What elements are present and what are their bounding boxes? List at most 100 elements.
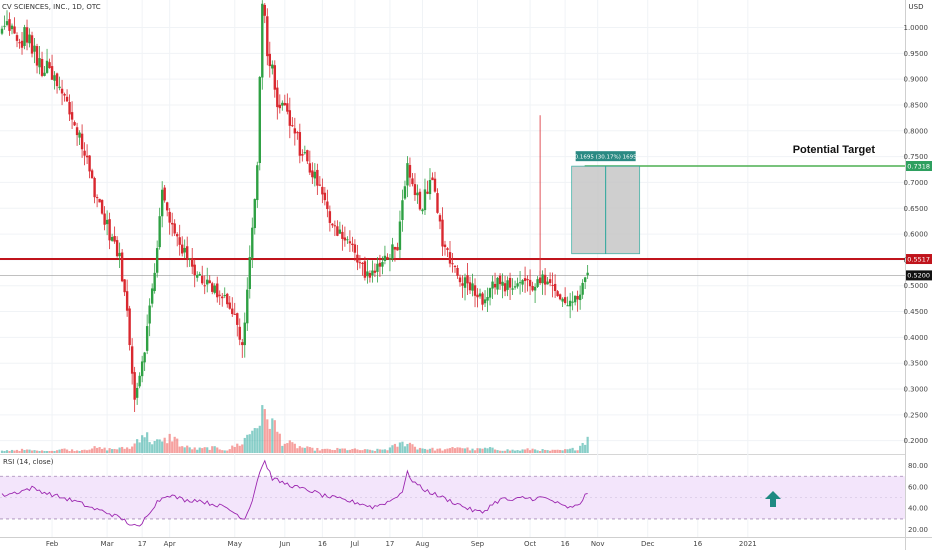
candle-body[interactable] — [140, 361, 144, 377]
candle-body[interactable] — [438, 215, 442, 222]
candle-body[interactable] — [256, 165, 259, 201]
candle-body[interactable] — [503, 283, 507, 292]
candle-body[interactable] — [160, 189, 164, 217]
candle-body[interactable] — [43, 72, 46, 76]
candle-body[interactable] — [183, 247, 186, 253]
candle-body[interactable] — [506, 280, 509, 290]
candle-body[interactable] — [508, 277, 512, 288]
candle-body[interactable] — [163, 187, 166, 201]
candle-body[interactable] — [461, 283, 464, 286]
candle-body[interactable] — [0, 28, 4, 34]
candle-body[interactable] — [213, 285, 216, 293]
candle-body[interactable] — [446, 248, 449, 250]
candle-body[interactable] — [541, 274, 544, 284]
candle-body[interactable] — [388, 258, 392, 260]
candle-body[interactable] — [443, 244, 447, 247]
candle-body[interactable] — [471, 283, 474, 291]
candle-body[interactable] — [238, 326, 241, 340]
candle-body[interactable] — [421, 209, 424, 212]
candle-body[interactable] — [433, 178, 437, 192]
candle-body[interactable] — [363, 261, 367, 278]
candle-body[interactable] — [346, 239, 349, 241]
candle-body[interactable] — [341, 231, 344, 239]
candle-body[interactable] — [481, 293, 484, 305]
candle-body[interactable] — [143, 352, 146, 363]
candle-body[interactable] — [358, 262, 362, 264]
candle-body[interactable] — [291, 125, 294, 127]
candle-body[interactable] — [196, 274, 199, 278]
candle-body[interactable] — [148, 305, 151, 324]
candle-body[interactable] — [366, 271, 369, 277]
candle-body[interactable] — [563, 297, 567, 304]
candle-body[interactable] — [403, 186, 407, 199]
candle-body[interactable] — [343, 237, 347, 241]
candle-body[interactable] — [306, 150, 309, 162]
candle-body[interactable] — [276, 87, 279, 108]
candle-body[interactable] — [533, 286, 537, 291]
candle-body[interactable] — [118, 252, 121, 257]
candle-body[interactable] — [288, 110, 292, 126]
candle-body[interactable] — [18, 42, 21, 44]
candle-body[interactable] — [103, 213, 106, 225]
candle-body[interactable] — [5, 21, 9, 25]
candle-body[interactable] — [65, 96, 69, 102]
candle-body[interactable] — [80, 133, 84, 150]
candle-body[interactable] — [526, 279, 529, 281]
candle-body[interactable] — [236, 313, 239, 325]
candle-body[interactable] — [303, 152, 307, 154]
candle-body[interactable] — [401, 200, 404, 221]
candle-body[interactable] — [123, 279, 126, 293]
candle-body[interactable] — [20, 40, 24, 48]
candle-body[interactable] — [571, 301, 574, 303]
candle-body[interactable] — [431, 177, 434, 181]
candle-body[interactable] — [578, 294, 582, 301]
candle-body[interactable] — [173, 223, 176, 234]
candle-body[interactable] — [348, 241, 352, 244]
candle-body[interactable] — [543, 274, 547, 285]
candle-body[interactable] — [175, 234, 179, 237]
candle-body[interactable] — [125, 291, 129, 311]
candle-body[interactable] — [356, 254, 359, 263]
candle-body[interactable] — [353, 244, 357, 253]
candle-body[interactable] — [110, 236, 114, 241]
candle-body[interactable] — [398, 221, 402, 250]
candle-body[interactable] — [221, 296, 224, 299]
candle-body[interactable] — [586, 272, 589, 276]
candle-body[interactable] — [498, 275, 502, 285]
candle-body[interactable] — [211, 283, 214, 292]
candle-body[interactable] — [186, 246, 189, 259]
time-axis[interactable]: Feb Mar 17 Apr May Jun 16 Jul 17 Aug Sep Oct 16 Nov De… — [46, 540, 757, 548]
candle-body[interactable] — [488, 288, 492, 298]
candle-body[interactable] — [551, 284, 554, 286]
candle-body[interactable] — [120, 252, 124, 282]
candle-body[interactable] — [313, 171, 317, 179]
candle-body[interactable] — [108, 219, 111, 241]
candle-body[interactable] — [491, 281, 494, 289]
candle-body[interactable] — [416, 192, 419, 196]
candle-body[interactable] — [8, 19, 11, 31]
candle-body[interactable] — [246, 289, 249, 324]
candle-body[interactable] — [60, 88, 64, 94]
candle-body[interactable] — [28, 34, 31, 44]
candle-body[interactable] — [536, 279, 539, 287]
candle-body[interactable] — [228, 302, 231, 309]
candle-body[interactable] — [135, 387, 139, 398]
candle-body[interactable] — [546, 281, 549, 285]
candle-body[interactable] — [486, 297, 489, 301]
candle-body[interactable] — [513, 286, 517, 288]
candle-body[interactable] — [138, 375, 141, 387]
candle-body[interactable] — [411, 178, 414, 185]
candle-body[interactable] — [25, 27, 29, 43]
candle-body[interactable] — [248, 257, 251, 289]
candle-body[interactable] — [261, 3, 264, 78]
candle-body[interactable] — [266, 16, 269, 57]
candle-body[interactable] — [243, 322, 246, 346]
candle-body[interactable] — [521, 280, 524, 285]
candle-body[interactable] — [383, 255, 387, 261]
candle-body[interactable] — [483, 299, 487, 304]
candle-body[interactable] — [566, 305, 569, 307]
price-axis[interactable]: 1.0000 0.9500 0.9000 0.8500 0.8000 0.7500 0.70… — [904, 24, 932, 445]
candle-body[interactable] — [258, 76, 261, 164]
candle-body[interactable] — [456, 267, 459, 276]
